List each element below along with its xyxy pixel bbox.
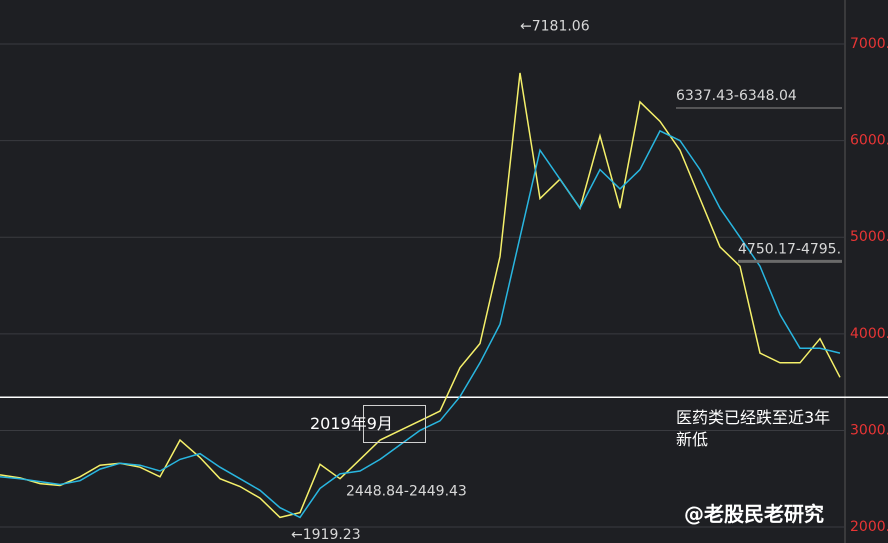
- series-line: [0, 129, 841, 519]
- annotation: ←1919.23: [291, 527, 361, 543]
- watermark: @老股民老研究: [684, 502, 824, 526]
- y-tick-label: 4000.: [850, 326, 888, 342]
- annotation: 6337.43-6348.04: [676, 88, 797, 104]
- box-label: 2019年9月: [310, 414, 393, 433]
- annotation: 4750.17-4795.: [738, 241, 841, 257]
- y-tick-label: 5000.: [850, 229, 888, 245]
- y-tick-label: 6000.: [850, 133, 888, 149]
- annotation: ←7181.06: [520, 18, 590, 34]
- highlight-box: [363, 405, 426, 443]
- y-tick-label: 3000.: [850, 422, 888, 438]
- series-line: [0, 72, 841, 519]
- note: 医药类已经跌至近3年新低: [676, 408, 831, 449]
- annotation: 2448.84-2449.43: [346, 484, 467, 500]
- y-tick-label: 2000.: [850, 519, 888, 535]
- y-tick-label: 7000.: [850, 36, 888, 52]
